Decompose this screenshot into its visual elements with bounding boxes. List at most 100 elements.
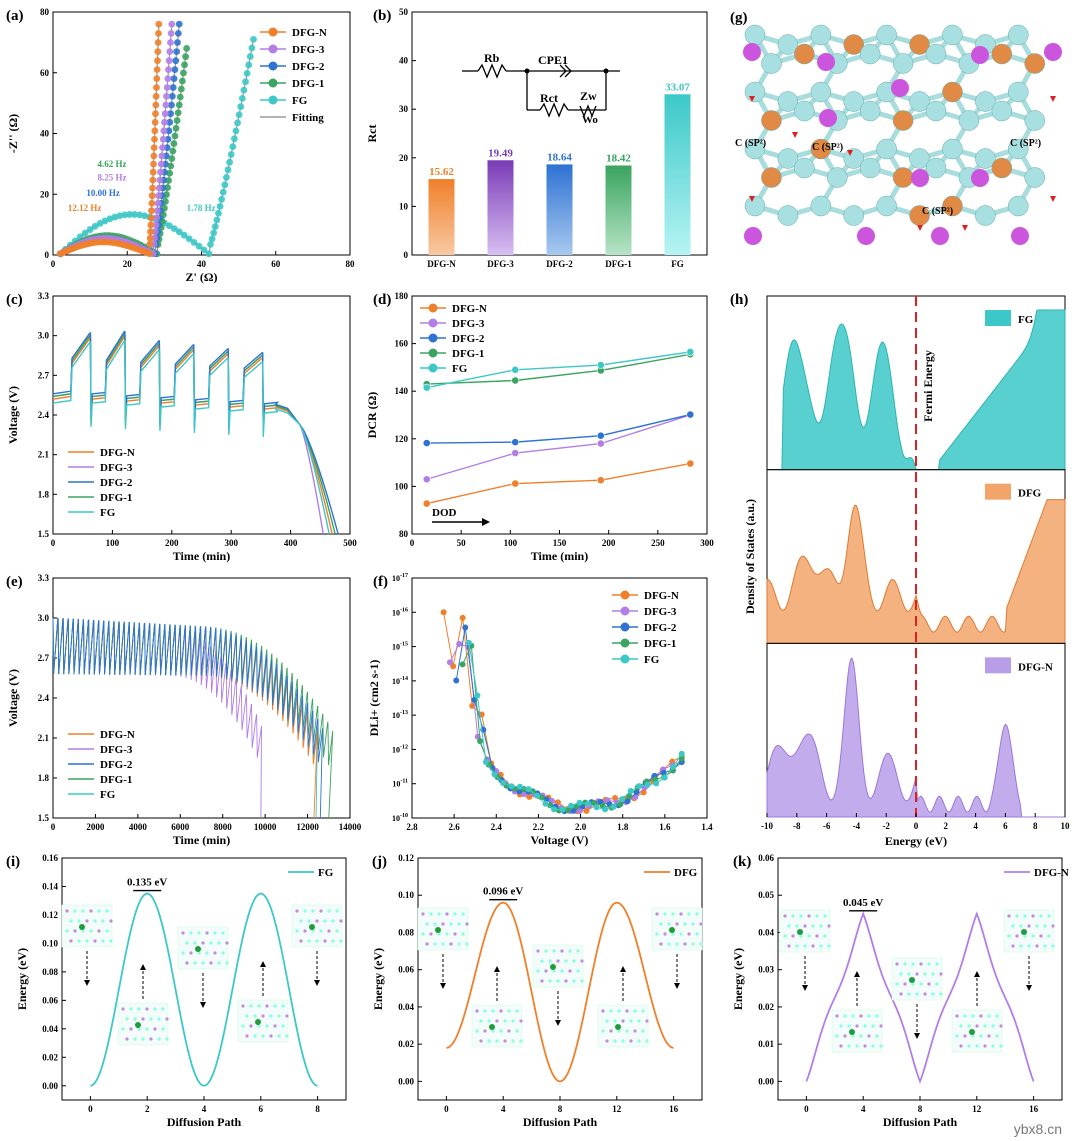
path-arrow-head — [802, 985, 808, 991]
y-tick-label: 0.04 — [758, 927, 774, 937]
y-tick-label: 0.06 — [42, 995, 58, 1005]
voltage-line-FG — [52, 340, 330, 535]
inset-atom — [625, 1009, 629, 1013]
bar-value-label: 18.42 — [606, 152, 631, 164]
inset-atom — [871, 1044, 875, 1048]
legend-label: DFG-3 — [644, 606, 677, 618]
inset-atom — [915, 992, 919, 996]
inset-atom — [675, 942, 679, 946]
data-point-FG — [81, 229, 89, 237]
inset-atom — [445, 912, 449, 916]
frequency-annotation: 10.00 Hz — [86, 188, 120, 198]
inset-atom — [157, 1017, 161, 1021]
inset-atom — [1027, 944, 1031, 948]
inset-atom — [871, 1024, 875, 1028]
inset-atom — [959, 1044, 963, 1048]
inset-atom — [511, 1019, 515, 1023]
inset-atom — [157, 1037, 161, 1041]
inset-atom — [141, 1037, 145, 1041]
legend-label: DFG-N — [100, 729, 135, 741]
x-tick-label: 2 — [944, 821, 949, 831]
diffusion-point-FG — [568, 802, 575, 809]
data-point-DFG-N — [154, 57, 161, 65]
inset-atom — [181, 931, 185, 935]
inset-atom — [783, 934, 787, 938]
data-point-DFG-N — [148, 199, 156, 207]
data-point-DFG-1 — [165, 177, 173, 184]
dod-arrow-head — [482, 518, 490, 526]
x-tick-label: 8 — [918, 1104, 923, 1114]
data-point-FG — [219, 188, 227, 196]
inset-atom — [433, 942, 437, 946]
energy-profile-line — [805, 911, 1035, 1084]
dcr-point-DFG-2 — [596, 431, 605, 440]
lithium-atom — [195, 946, 201, 952]
x-tick-label: 12 — [612, 1104, 622, 1114]
legend-marker — [620, 606, 630, 616]
data-point-FG — [242, 78, 249, 86]
y-tick-label: 40 — [399, 56, 409, 66]
x-tick-label: 100 — [504, 538, 518, 548]
y-tick-label: 3.3 — [38, 573, 50, 583]
data-point-FG — [235, 111, 243, 119]
legend-label: DFG-N — [1018, 661, 1053, 673]
y-tick-label: 10-17 — [392, 573, 408, 583]
circuit-label-rct: Rct — [540, 91, 558, 105]
y-tick-label: 10-15 — [392, 642, 408, 652]
legend-label: DFG-2 — [100, 477, 133, 489]
inset-atom — [637, 1039, 641, 1043]
boron-atom — [909, 34, 930, 55]
resistor-rct — [539, 102, 569, 118]
data-point-DFG-3 — [162, 101, 170, 109]
x-tick-label: 2.8 — [406, 822, 418, 832]
inset-atom — [975, 1024, 979, 1028]
inset-atom — [205, 951, 209, 955]
inset-atom — [165, 1017, 169, 1021]
inset-atom — [137, 1027, 141, 1031]
y-tick-label: 160 — [395, 339, 409, 349]
x-tick-label: 100 — [106, 538, 120, 548]
inset-atom — [145, 1007, 149, 1011]
inset-atom — [277, 1014, 281, 1018]
data-point-DFG-1 — [175, 101, 183, 109]
y-tick-label: 2.7 — [38, 653, 50, 663]
bar-DFG-2 — [546, 164, 573, 255]
data-point-DFG-1 — [182, 53, 189, 61]
dcr-point-DFG-3 — [422, 475, 431, 484]
voltage-line-DFG-3 — [52, 333, 324, 535]
diffusion-point-DFG-1 — [477, 738, 484, 745]
x-tick-label: 10 — [1061, 821, 1071, 831]
inset-atom — [903, 982, 907, 986]
boron-atom — [991, 43, 1013, 65]
inset-atom — [457, 942, 461, 946]
diffusion-point-DFG-1 — [547, 802, 554, 809]
panel-label: (a) — [6, 8, 24, 24]
panel-f: 2.8 2.6 2.4 2.2 2.0 1.8 1.6 1.4 10-10 10-11 10-12 1… — [367, 573, 713, 847]
path-arrow-head — [854, 971, 860, 977]
frequency-annotation: 1.78 Hz — [187, 203, 216, 213]
data-point-DFG-3 — [167, 39, 174, 46]
inset-atom — [425, 942, 429, 946]
data-point-DFG-N — [153, 84, 160, 91]
carbon-atom — [761, 53, 782, 74]
diffusion-point-FG — [636, 783, 643, 790]
x-tick-label: -8 — [793, 821, 801, 831]
path-arrow-head — [260, 961, 266, 967]
diffusion-point-DFG-1 — [459, 661, 466, 668]
bar-value-label: 15.62 — [429, 166, 454, 178]
dcr-point-DFG-1 — [511, 376, 520, 385]
inset-atom — [580, 959, 584, 963]
inset-atom — [815, 934, 819, 938]
legend-marker — [428, 318, 438, 328]
boron-atom — [794, 43, 815, 65]
inset-atom — [695, 912, 699, 916]
data-point-FG — [91, 222, 99, 230]
legend-label: DFG-1 — [100, 492, 132, 504]
diffusion-point-FG — [559, 806, 566, 813]
inset-atom — [483, 1029, 487, 1033]
lithium-atom — [849, 1029, 855, 1035]
inset-atom — [1015, 934, 1019, 938]
path-arrow-head — [494, 966, 500, 972]
legend-label: FG — [452, 363, 468, 375]
inset-atom — [77, 939, 81, 943]
